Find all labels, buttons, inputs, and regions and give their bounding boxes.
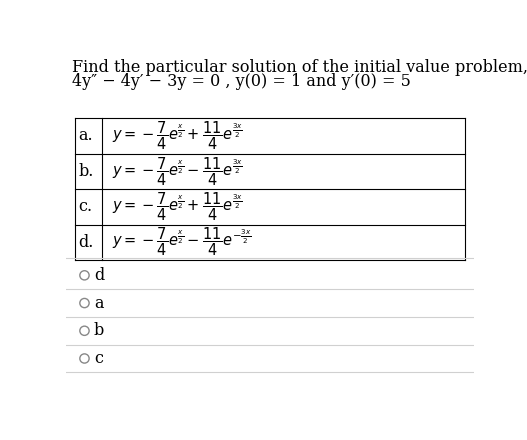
Text: $y = -\dfrac{7}{4}e^{\frac{x}{2}}+\dfrac{11}{4}e^{\frac{3x}{2}}$: $y = -\dfrac{7}{4}e^{\frac{x}{2}}+\dfrac… <box>112 191 242 223</box>
Text: d: d <box>94 267 104 284</box>
Text: b.: b. <box>79 163 94 180</box>
Text: $y = -\dfrac{7}{4}e^{\frac{x}{2}}+\dfrac{11}{4}e^{\frac{3x}{2}}$: $y = -\dfrac{7}{4}e^{\frac{x}{2}}+\dfrac… <box>112 120 242 152</box>
Text: a: a <box>94 294 103 312</box>
Text: c.: c. <box>79 198 92 215</box>
Text: $y = -\dfrac{7}{4}e^{\frac{x}{2}}-\dfrac{11}{4}e^{\frac{3x}{2}}$: $y = -\dfrac{7}{4}e^{\frac{x}{2}}-\dfrac… <box>112 155 242 187</box>
Text: Find the particular solution of the initial value problem,: Find the particular solution of the init… <box>72 59 527 76</box>
Text: 4y″ − 4y′ − 3y = 0 , y(0) = 1 and y′(0) = 5: 4y″ − 4y′ − 3y = 0 , y(0) = 1 and y′(0) … <box>72 73 411 90</box>
Text: b: b <box>94 322 104 339</box>
Text: a.: a. <box>79 128 93 144</box>
Text: c: c <box>94 350 103 367</box>
Text: d.: d. <box>79 234 94 251</box>
Text: $y = -\dfrac{7}{4}e^{\frac{x}{2}}-\dfrac{11}{4}e^{-\frac{3x}{2}}$: $y = -\dfrac{7}{4}e^{\frac{x}{2}}-\dfrac… <box>112 226 251 258</box>
